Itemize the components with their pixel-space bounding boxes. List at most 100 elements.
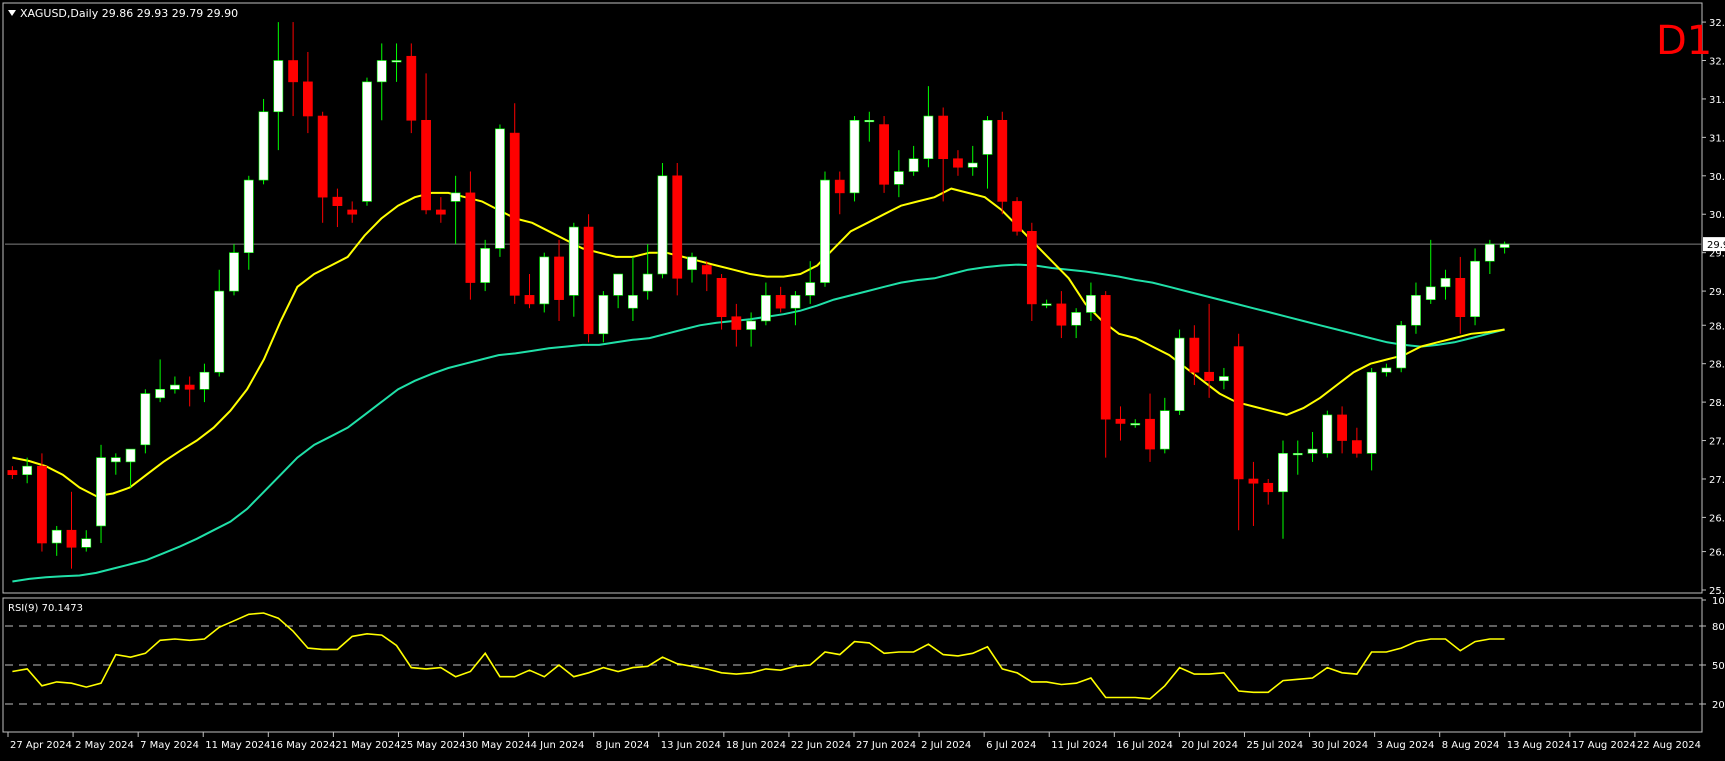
candle	[1012, 197, 1022, 236]
candle	[273, 22, 284, 151]
candle	[1041, 299, 1052, 309]
candle	[716, 274, 727, 330]
candle	[184, 376, 195, 407]
time-tick-label: 21 May 2024	[335, 740, 400, 751]
candle	[672, 162, 683, 296]
candle-body	[524, 295, 535, 305]
candle	[1115, 406, 1126, 441]
candle	[1455, 256, 1466, 334]
candle-body	[953, 158, 963, 168]
candle-body	[1411, 295, 1421, 326]
candle-body	[1219, 376, 1229, 382]
candle	[775, 286, 786, 313]
candle-body	[258, 111, 269, 181]
candle	[37, 453, 47, 552]
price-tick-label: 31.60	[1709, 95, 1725, 106]
candle-body	[7, 470, 18, 476]
candle-body	[22, 465, 33, 476]
candle	[140, 389, 151, 454]
candle	[465, 171, 476, 300]
price-tick-label: 27.60	[1709, 437, 1725, 448]
candle-body	[967, 162, 978, 168]
candle-body	[1278, 453, 1288, 493]
candle	[362, 77, 372, 206]
main-panel-frame	[2, 2, 1703, 594]
candle	[1204, 303, 1215, 398]
candle	[1056, 291, 1067, 339]
candle	[170, 376, 180, 394]
time-tick-label: 11 Jul 2024	[1051, 740, 1108, 751]
candle	[967, 145, 978, 176]
candle-body	[820, 179, 830, 283]
candle-body	[731, 316, 742, 330]
candle-body	[982, 119, 993, 155]
candle	[539, 252, 550, 313]
candle	[332, 188, 343, 228]
candle	[1425, 239, 1436, 304]
candle-body	[229, 252, 239, 292]
candle-body	[849, 119, 860, 194]
candle	[1484, 239, 1495, 275]
time-tick-label: 16 May 2024	[270, 740, 335, 751]
chart-menu-triangle-icon[interactable]	[8, 10, 16, 16]
time-tick-label: 2 May 2024	[75, 740, 134, 751]
candle-body	[81, 538, 92, 548]
time-tick-label: 18 Jun 2024	[726, 740, 786, 751]
candle-body	[583, 226, 594, 335]
candle	[524, 274, 535, 309]
candle	[1322, 410, 1333, 458]
candle-body	[716, 277, 727, 318]
time-tick-label: 25 Jul 2024	[1246, 740, 1303, 751]
candle	[1366, 367, 1377, 471]
candle-body	[1381, 367, 1392, 373]
moving-averages	[12, 187, 1505, 583]
candle	[450, 175, 461, 245]
price-tick-label: 28.95	[1709, 321, 1725, 332]
candle-body	[628, 295, 638, 309]
candle-body	[657, 175, 668, 275]
candle	[849, 116, 860, 202]
time-tick-label: 6 Jul 2024	[986, 740, 1036, 751]
candle-body	[37, 465, 47, 544]
candle	[435, 197, 446, 223]
candle-body	[1115, 418, 1126, 424]
time-tick-label: 2 Jul 2024	[921, 740, 971, 751]
candle	[864, 111, 875, 142]
rsi-label: RSI(9) 70.1473	[8, 603, 83, 614]
candle-body	[642, 273, 653, 292]
candle-body	[672, 175, 683, 279]
candle-body	[1248, 478, 1259, 484]
price-tick-label: 26.30	[1709, 548, 1725, 559]
candle-body	[1233, 346, 1244, 480]
time-tick-label: 22 Aug 2024	[1637, 740, 1701, 751]
candle	[1071, 308, 1082, 339]
candle	[22, 457, 33, 484]
candle-body	[938, 115, 949, 160]
current-price-box	[1703, 237, 1725, 252]
candle-body	[997, 119, 1008, 202]
candle	[406, 43, 417, 134]
candle-body	[864, 119, 875, 123]
candle	[568, 222, 579, 317]
candle	[834, 171, 845, 215]
candle-body	[184, 384, 195, 390]
candle-body	[1041, 303, 1052, 306]
candle-body	[568, 226, 579, 296]
time-axis: 27 Apr 2024 2 May 2024 7 May 2024 11 May 20…	[7, 732, 1701, 751]
slow-moving-average-line	[12, 263, 1505, 583]
candle	[1026, 222, 1037, 321]
candle	[214, 269, 225, 377]
candle	[790, 291, 801, 326]
time-tick-label: 13 Jun 2024	[661, 740, 721, 751]
rsi-tick-label: 20	[1712, 700, 1725, 711]
candle-body	[214, 290, 225, 373]
candle	[1440, 269, 1451, 300]
candle	[1470, 248, 1480, 326]
candle-body	[110, 457, 121, 463]
candle	[583, 214, 594, 343]
candle-body	[775, 295, 786, 309]
candle	[761, 282, 771, 326]
candle-body	[1189, 337, 1200, 373]
